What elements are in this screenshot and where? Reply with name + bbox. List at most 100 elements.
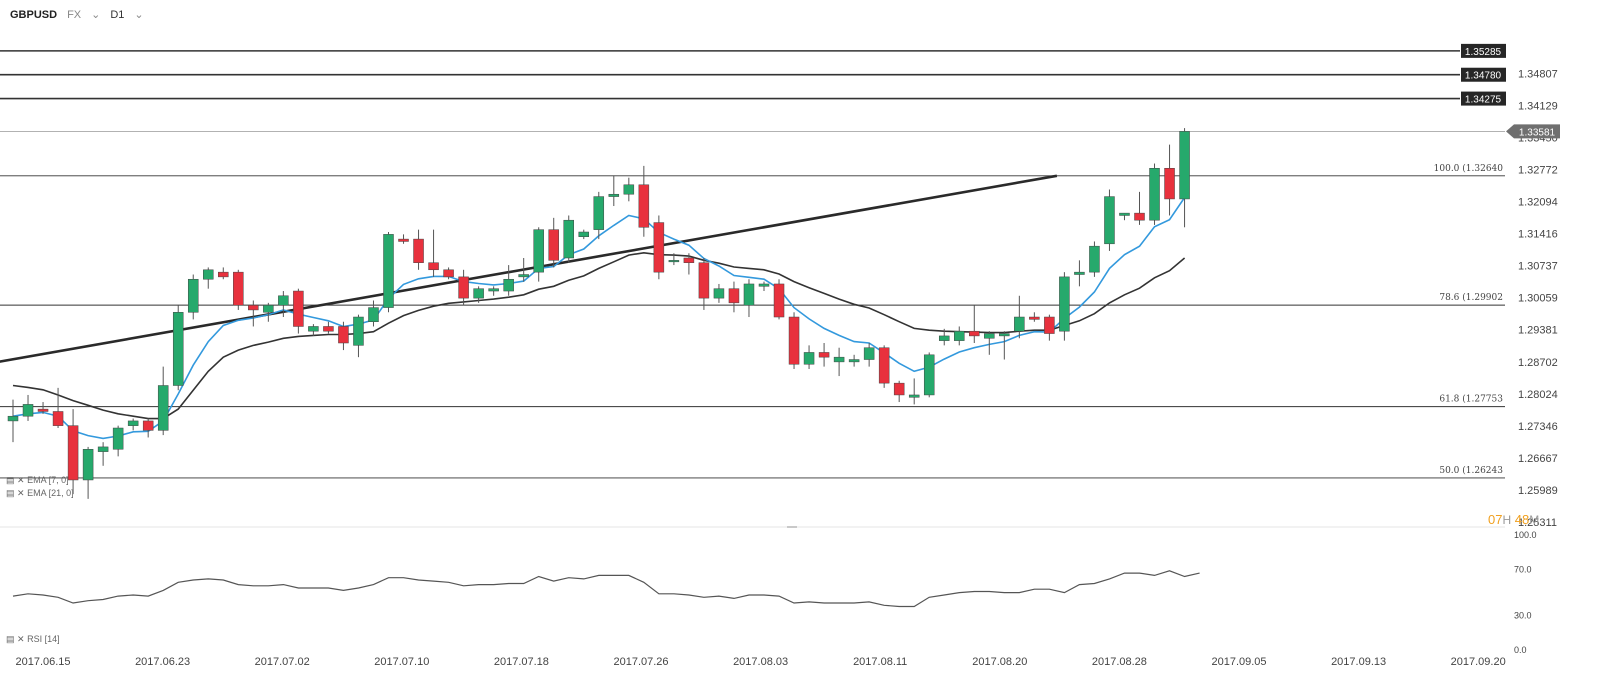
date-tick-label: 2017.08.20 [972,656,1027,668]
fib-level-label: 78.6 (1.29902 [1439,292,1503,303]
candle-body [683,257,695,263]
candle-body [503,278,514,292]
candle [308,324,319,336]
candle [142,418,154,438]
close-icon[interactable]: ✕ [17,488,25,498]
candle [7,399,19,443]
close-icon[interactable]: ✕ [17,634,25,644]
candle-body [82,449,94,481]
horizontal-lines: 1.35285 1.34780 1.34275 100.0 (1.32640 78.6 … [0,43,1506,528]
candles-layer [7,128,1190,499]
price-tick-label: 1.32772 [1518,165,1558,177]
candle-body [7,415,19,422]
candle-body [638,184,650,228]
candle [1014,295,1025,339]
date-tick-label: 2017.09.05 [1211,656,1266,668]
candle-body [383,234,394,308]
candle [668,253,680,266]
rsi-tick-label: 100.0 [1514,530,1537,540]
candle [623,177,635,202]
rsi-line [12,570,1200,608]
rsi-legend[interactable]: ▤ ✕ RSI [14] [6,634,60,645]
settings-icon[interactable]: ▤ [6,488,15,498]
candle [608,175,620,207]
candle-body [698,262,710,299]
chevron-down-icon[interactable]: ⌄ [134,9,144,21]
candle [52,387,64,429]
price-tick-label: 1.25989 [1518,485,1558,497]
price-marker-box [1461,91,1506,106]
candle-body [923,354,935,396]
candle-body [803,352,815,365]
candle-body [323,326,334,332]
candle-body [1164,167,1175,200]
candle [1044,314,1055,341]
price-tick-label: 1.30059 [1518,293,1558,305]
candle-body [563,219,574,259]
price-marker-label: 1.34275 [1465,95,1502,106]
candle-body [473,288,484,299]
price-tick-label: 1.29381 [1518,325,1558,337]
candle-body [368,307,379,322]
candle-body [518,274,529,278]
candle [999,331,1010,360]
candle-body [728,288,740,304]
price-tick-label: 1.32094 [1518,197,1558,209]
candle-body [863,347,875,360]
candle-body [338,326,349,344]
candle-body [578,231,590,237]
chevron-down-icon[interactable]: ⌄ [91,9,101,21]
candle [368,300,379,327]
price-tick-label: 1.30737 [1518,261,1558,273]
close-icon[interactable]: ✕ [17,475,25,485]
candle-body [954,330,965,341]
date-tick-label: 2017.07.26 [613,656,668,668]
candle-body [1104,196,1115,245]
candle [1164,144,1175,216]
date-tick-label: 2017.06.15 [15,656,70,668]
settings-icon[interactable]: ▤ [6,634,15,644]
candle-body [1044,316,1055,334]
candle-body [443,269,454,278]
candle [112,425,124,457]
candle [22,394,34,421]
candle-body [608,193,620,197]
candle-body [1089,245,1100,273]
candle-body [1134,212,1145,221]
candle [893,380,905,403]
candle-body [668,260,680,263]
candle [758,281,770,292]
candle [638,165,650,237]
ema-fast-legend[interactable]: ▤ ✕ EMA [7, 0] [6,475,69,486]
candle-body [37,408,49,412]
price-marker-box [1461,67,1506,82]
bar-countdown: 07H 48M [1488,512,1540,527]
candle-body [353,316,364,346]
candle-body [52,411,64,426]
candle [788,312,800,369]
date-tick-label: 2017.08.11 [853,656,907,668]
candle [473,286,484,303]
timeframe-label[interactable]: D1 [110,8,125,21]
ema-slow-legend[interactable]: ▤ ✕ EMA [21, 0] [6,488,74,499]
settings-icon[interactable]: ▤ [6,475,15,485]
candle-body [713,288,725,299]
candle [82,446,94,499]
candle [127,418,139,431]
ema-fast-label: EMA [7, 0] [27,475,69,485]
candle-body [593,196,605,230]
candle [398,234,409,244]
candle-body [1149,167,1160,221]
chart-header: GBPUSD FX ⌄ D1 ⌄ [10,8,144,22]
candle-body [142,420,154,431]
candle-body [533,229,544,273]
candle [984,331,995,355]
candle [187,274,199,320]
candle [172,305,184,391]
market-label: FX [67,8,82,21]
candle-body [653,222,665,273]
symbol-label[interactable]: GBPUSD [10,8,58,21]
candle-body [1029,316,1040,320]
candle-body [1059,276,1070,332]
